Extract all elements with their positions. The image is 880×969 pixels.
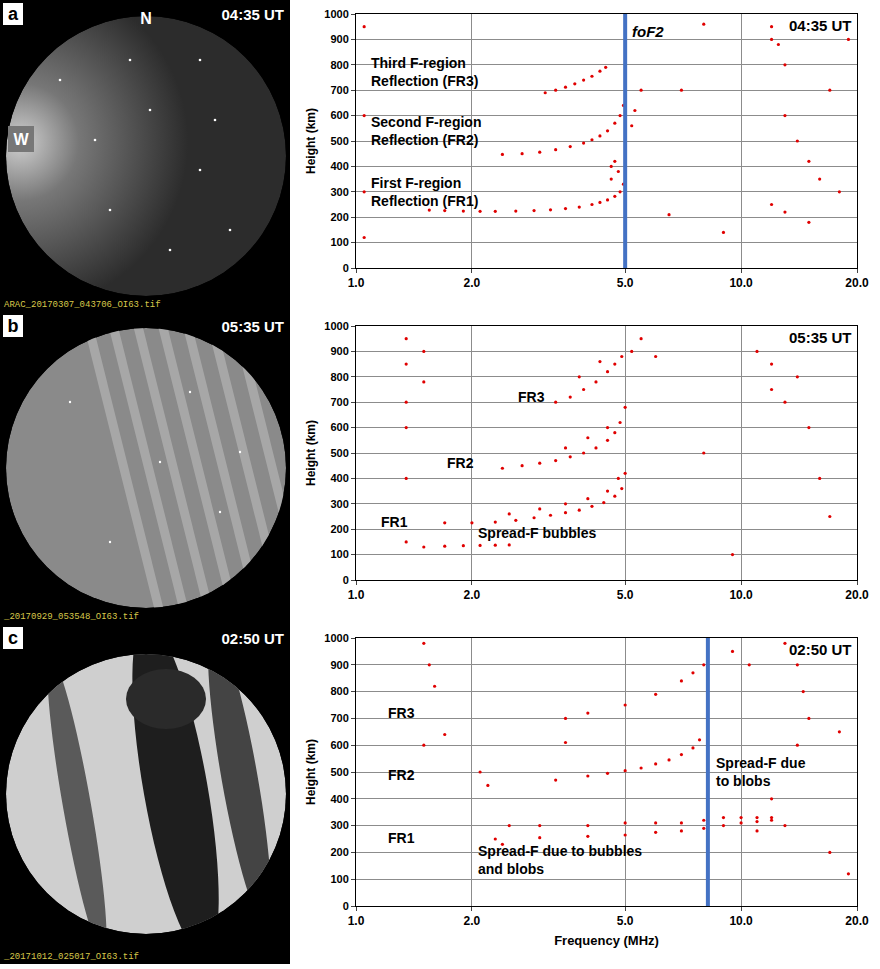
svg-text:1000: 1000 xyxy=(324,632,348,644)
svg-text:10.0: 10.0 xyxy=(729,276,753,290)
svg-text:900: 900 xyxy=(330,33,348,45)
svg-text:600: 600 xyxy=(330,109,348,121)
svg-text:100: 100 xyxy=(330,548,348,560)
svg-text:FR3: FR3 xyxy=(518,389,545,405)
svg-text:Height (km): Height (km) xyxy=(304,420,318,486)
svg-text:200: 200 xyxy=(330,523,348,535)
svg-text:FR1: FR1 xyxy=(388,830,415,846)
svg-text:_20170929_053548_OI63.tif: _20170929_053548_OI63.tif xyxy=(3,612,139,622)
svg-text:0: 0 xyxy=(343,262,349,274)
svg-text:W: W xyxy=(13,131,29,148)
svg-text:300: 300 xyxy=(330,498,348,510)
svg-text:5.0: 5.0 xyxy=(617,588,634,602)
svg-text:First F-regionReflection (FR1): First F-regionReflection (FR1) xyxy=(371,175,478,209)
svg-text:10.0: 10.0 xyxy=(729,588,753,602)
svg-text:1000: 1000 xyxy=(324,8,348,20)
svg-text:Height (km): Height (km) xyxy=(304,108,318,174)
svg-text:400: 400 xyxy=(330,160,348,172)
svg-text:20.0: 20.0 xyxy=(845,588,869,602)
svg-text:800: 800 xyxy=(330,59,348,71)
svg-text:N: N xyxy=(140,10,152,27)
svg-text:FR1: FR1 xyxy=(381,514,408,530)
svg-text:1.0: 1.0 xyxy=(348,588,365,602)
svg-text:100: 100 xyxy=(330,873,348,885)
svg-text:b: b xyxy=(8,316,19,336)
svg-text:1000: 1000 xyxy=(324,320,348,332)
svg-text:1.0: 1.0 xyxy=(348,914,365,928)
svg-text:800: 800 xyxy=(330,371,348,383)
svg-text:500: 500 xyxy=(330,135,348,147)
svg-text:Frequency (MHz): Frequency (MHz) xyxy=(554,933,659,948)
svg-text:500: 500 xyxy=(330,766,348,778)
svg-text:300: 300 xyxy=(330,819,348,831)
svg-text:700: 700 xyxy=(330,712,348,724)
svg-text:700: 700 xyxy=(330,84,348,96)
svg-text:600: 600 xyxy=(330,421,348,433)
svg-text:02:50 UT: 02:50 UT xyxy=(789,641,852,658)
svg-text:800: 800 xyxy=(330,685,348,697)
svg-text:02:50 UT: 02:50 UT xyxy=(221,630,284,647)
svg-text:FR2: FR2 xyxy=(388,767,415,783)
svg-text:5.0: 5.0 xyxy=(617,914,634,928)
svg-text:900: 900 xyxy=(330,345,348,357)
svg-text:Third F-regionReflection (FR3): Third F-regionReflection (FR3) xyxy=(371,55,478,89)
svg-text:04:35 UT: 04:35 UT xyxy=(789,17,852,34)
svg-text:04:35 UT: 04:35 UT xyxy=(221,6,284,23)
svg-text:Spread-F bubbles: Spread-F bubbles xyxy=(478,525,596,541)
svg-text:100: 100 xyxy=(330,236,348,248)
svg-text:FR3: FR3 xyxy=(388,705,415,721)
svg-text:Spread-F dueto blobs: Spread-F dueto blobs xyxy=(716,755,806,789)
svg-text:05:35 UT: 05:35 UT xyxy=(221,318,284,335)
svg-text:700: 700 xyxy=(330,396,348,408)
svg-text:400: 400 xyxy=(330,472,348,484)
svg-text:20.0: 20.0 xyxy=(845,914,869,928)
svg-text:0: 0 xyxy=(343,574,349,586)
svg-text:0: 0 xyxy=(343,900,349,912)
svg-text:10.0: 10.0 xyxy=(729,914,753,928)
svg-text:200: 200 xyxy=(330,211,348,223)
svg-text:a: a xyxy=(8,4,19,24)
svg-text:FR2: FR2 xyxy=(447,455,474,471)
svg-text:5.0: 5.0 xyxy=(617,276,634,290)
svg-text:Spread-F due to bubblesand blo: Spread-F due to bubblesand blobs xyxy=(478,843,642,877)
svg-text:500: 500 xyxy=(330,447,348,459)
svg-text:c: c xyxy=(8,628,18,648)
svg-text:2.0: 2.0 xyxy=(464,588,481,602)
svg-text:400: 400 xyxy=(330,793,348,805)
svg-text:20.0: 20.0 xyxy=(845,276,869,290)
svg-text:foF2: foF2 xyxy=(632,23,664,40)
svg-text:600: 600 xyxy=(330,739,348,751)
svg-text:Height (km): Height (km) xyxy=(304,739,318,805)
svg-text:900: 900 xyxy=(330,659,348,671)
svg-text:2.0: 2.0 xyxy=(464,914,481,928)
svg-text:200: 200 xyxy=(330,846,348,858)
svg-text:2.0: 2.0 xyxy=(464,276,481,290)
svg-text:Second F-regionReflection (FR2: Second F-regionReflection (FR2) xyxy=(371,114,481,148)
svg-text:_20171012_025017_OI63.tif: _20171012_025017_OI63.tif xyxy=(3,952,139,962)
svg-text:300: 300 xyxy=(330,186,348,198)
svg-text:05:35 UT: 05:35 UT xyxy=(789,329,852,346)
svg-text:ARAC_20170307_043706_OI63.tif: ARAC_20170307_043706_OI63.tif xyxy=(4,300,161,310)
svg-text:1.0: 1.0 xyxy=(348,276,365,290)
